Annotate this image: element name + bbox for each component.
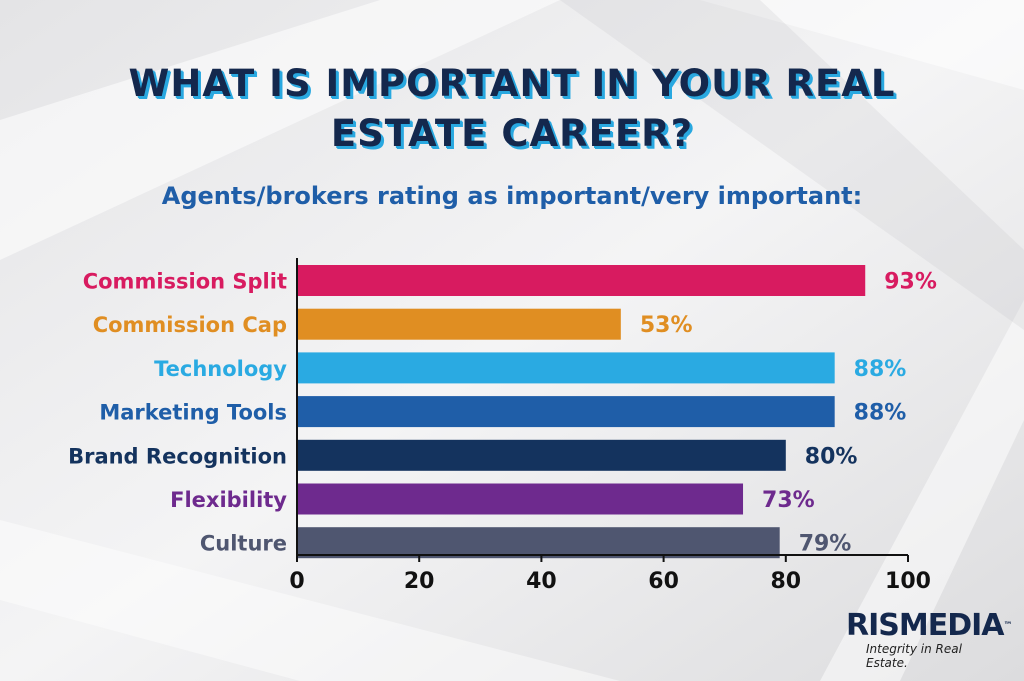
- value-label-4: 88%: [854, 401, 907, 426]
- category-label-1: Commission Split: [83, 270, 287, 294]
- logo-tagline: Integrity in Real Estate.: [866, 642, 962, 670]
- chart-title-line1: WHAT IS IMPORTANT IN YOUR REAL: [128, 62, 896, 105]
- value-label-5: 80%: [805, 444, 858, 469]
- chart-title-line2: ESTATE CAREER?: [330, 112, 694, 155]
- rismedia-logo: RISMEDIA™ Integrity in Real Estate.: [846, 608, 1013, 671]
- category-label-2: Commission Cap: [93, 313, 287, 337]
- category-label-6: Flexibility: [170, 488, 287, 512]
- bar-3: [297, 352, 835, 384]
- x-tick-label-0: 0: [289, 569, 304, 594]
- value-label-3: 88%: [854, 357, 907, 382]
- category-label-4: Marketing Tools: [99, 401, 287, 425]
- bar-2: [297, 308, 621, 340]
- bar-1: [297, 265, 866, 296]
- category-label-7: Culture: [200, 532, 287, 556]
- bar-7: [297, 527, 780, 559]
- x-tick-label-20: 20: [404, 569, 435, 594]
- x-tick-label-100: 100: [885, 569, 931, 594]
- bar-5: [297, 439, 786, 471]
- x-tick-label-40: 40: [526, 569, 557, 594]
- x-tick-label-80: 80: [770, 569, 801, 594]
- category-label-5: Brand Recognition: [68, 444, 287, 468]
- value-label-2: 53%: [640, 313, 693, 338]
- category-label-3: Technology: [154, 357, 287, 381]
- bar-6: [297, 483, 744, 515]
- value-label-6: 73%: [762, 488, 815, 513]
- value-label-7: 79%: [799, 532, 852, 557]
- logo-trademark: ™: [1003, 621, 1013, 631]
- value-label-1: 93%: [884, 270, 937, 295]
- chart-subtitle: Agents/brokers rating as important/very …: [161, 182, 863, 210]
- x-tick-label-60: 60: [648, 569, 679, 594]
- bar-4: [297, 396, 835, 428]
- logo-name: RISMEDIA: [846, 608, 1004, 643]
